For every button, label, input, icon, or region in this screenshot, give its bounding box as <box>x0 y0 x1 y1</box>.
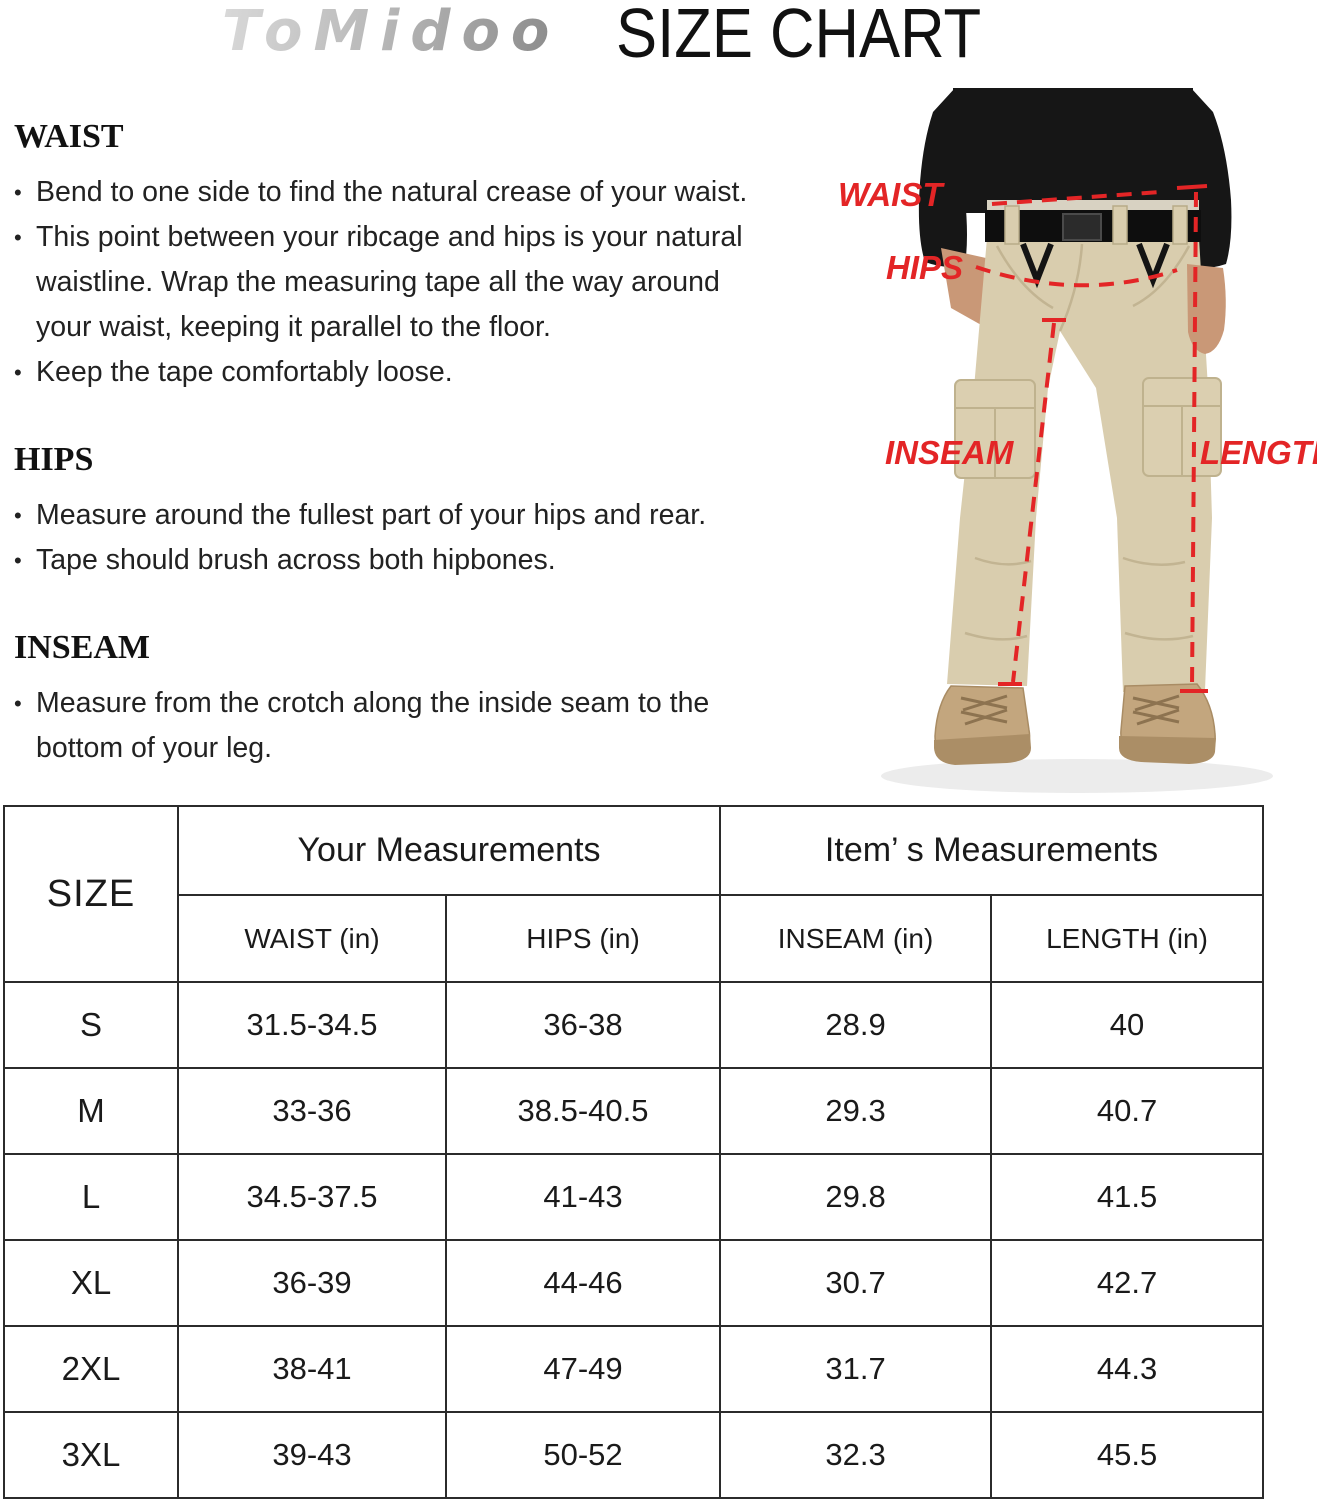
waist-heading: WAIST <box>14 118 124 155</box>
waist-value: 38-41 <box>177 1325 447 1413</box>
pants-seams <box>964 243 1194 641</box>
cargo-pockets <box>954 377 1222 479</box>
belt-loops <box>1004 205 1188 245</box>
size-label: XL <box>3 1239 179 1327</box>
hips-guide-label: HIPS <box>886 249 964 286</box>
length-value: 40.7 <box>990 1067 1265 1155</box>
size-column-header: SIZE <box>3 805 179 983</box>
instruction-bullet: • Tape should brush across both hipbones. <box>14 538 836 583</box>
length-guide-line <box>1190 191 1198 689</box>
your-measurements-header: Your Measurements <box>176 805 722 896</box>
hips-heading: HIPS <box>14 441 94 478</box>
hips-value: 44-46 <box>444 1239 722 1327</box>
waist-value: 34.5-37.5 <box>177 1153 447 1241</box>
measurement-guides <box>975 184 1208 693</box>
size-label: L <box>3 1153 179 1241</box>
bullet-dot: • <box>14 180 22 205</box>
table-row-s: S 31.5-34.5 36-38 28.9 40 <box>3 981 1265 1069</box>
inseam-heading: INSEAM <box>14 629 151 666</box>
table-row-l: L 34.5-37.5 41-43 29.8 41.5 <box>3 1153 1265 1241</box>
table-row-2xl: 2XL 38-41 47-49 31.7 44.3 <box>3 1325 1265 1413</box>
right-hand <box>1187 264 1226 354</box>
hips-value: 38.5-40.5 <box>444 1067 722 1155</box>
waist-value: 39-43 <box>177 1411 447 1499</box>
inseam-guide-line <box>1011 322 1056 683</box>
waist-value: 33-36 <box>177 1067 447 1155</box>
instruction-bullet: • Keep the tape comfortably loose. <box>14 350 836 395</box>
length-value: 44.3 <box>990 1325 1265 1413</box>
table-row-xl: XL 36-39 44-46 30.7 42.7 <box>3 1239 1265 1327</box>
length-value: 42.7 <box>990 1239 1265 1327</box>
bullet-dot: • <box>14 360 22 385</box>
size-label: M <box>3 1067 179 1155</box>
length-value: 45.5 <box>990 1411 1265 1499</box>
length-top-tick <box>1176 184 1208 190</box>
table-row-3xl: 3XL 39-43 50-52 32.3 45.5 <box>3 1411 1265 1499</box>
waist-column-header: WAIST (in) <box>177 894 447 983</box>
instruction-bullet: • Bend to one side to find the natural cr… <box>14 170 836 215</box>
inseam-guide-label: INSEAM <box>885 434 1014 471</box>
instruction-bullet: • Measure from the crotch along the insid… <box>14 681 836 771</box>
length-value: 41.5 <box>990 1153 1265 1241</box>
waist-instructions: WAIST • Bend to one side to find the natu… <box>14 116 836 395</box>
instruction-bullet: • Measure around the fullest part of your… <box>14 493 836 538</box>
waist-guide-line <box>991 190 1161 206</box>
inseam-value: 29.3 <box>719 1067 993 1155</box>
hips-column-header: HIPS (in) <box>444 894 722 983</box>
bullet-dot: • <box>14 691 22 716</box>
page-title: SIZE CHART <box>616 0 982 72</box>
item-measurements-header: Item’ s Measurements <box>719 805 1265 896</box>
belt-buckle <box>1062 213 1102 241</box>
hips-value: 41-43 <box>444 1153 722 1241</box>
brand-logo: ToMidoo <box>222 0 561 64</box>
pants-measurement-figure: WAIST HIPS INSEAM LENGTH <box>830 88 1317 815</box>
waist-guide-label: WAIST <box>838 176 943 213</box>
table-row-m: M 33-36 38.5-40.5 29.3 40.7 <box>3 1067 1265 1155</box>
size-label: 2XL <box>3 1325 179 1413</box>
boots <box>934 683 1216 765</box>
inseam-value: 30.7 <box>719 1239 993 1327</box>
instruction-bullet: • This point between your ribcage and hip… <box>14 215 836 350</box>
inseam-column-header: INSEAM (in) <box>719 894 993 983</box>
inseam-value: 31.7 <box>719 1325 993 1413</box>
size-label: S <box>3 981 179 1069</box>
floor-shadow <box>881 759 1273 793</box>
hips-instructions: HIPS • Measure around the fullest part of… <box>14 439 836 583</box>
inseam-instructions: INSEAM • Measure from the crotch along th… <box>14 627 836 771</box>
pants <box>947 238 1212 692</box>
bullet-dot: • <box>14 225 22 250</box>
inseam-value: 29.8 <box>719 1153 993 1241</box>
bullet-dot: • <box>14 548 22 573</box>
size-table: SIZE Your Measurements Item’ s Measureme… <box>3 805 1265 1499</box>
hips-guide-line <box>975 265 1178 288</box>
hips-value: 50-52 <box>444 1411 722 1499</box>
inseam-value: 32.3 <box>719 1411 993 1499</box>
bullet-dot: • <box>14 503 22 528</box>
length-guide-label: LENGTH <box>1200 434 1317 471</box>
size-label: 3XL <box>3 1411 179 1499</box>
length-value: 40 <box>990 981 1265 1069</box>
inseam-value: 28.9 <box>719 981 993 1069</box>
hips-value: 47-49 <box>444 1325 722 1413</box>
hips-value: 36-38 <box>444 981 722 1069</box>
waistband <box>987 200 1199 212</box>
waist-value: 36-39 <box>177 1239 447 1327</box>
measurement-instructions: WAIST • Bend to one side to find the natu… <box>14 116 836 815</box>
length-column-header: LENGTH (in) <box>990 894 1265 983</box>
pants-figure-illustration <box>881 88 1273 793</box>
waist-value: 31.5-34.5 <box>177 981 447 1069</box>
